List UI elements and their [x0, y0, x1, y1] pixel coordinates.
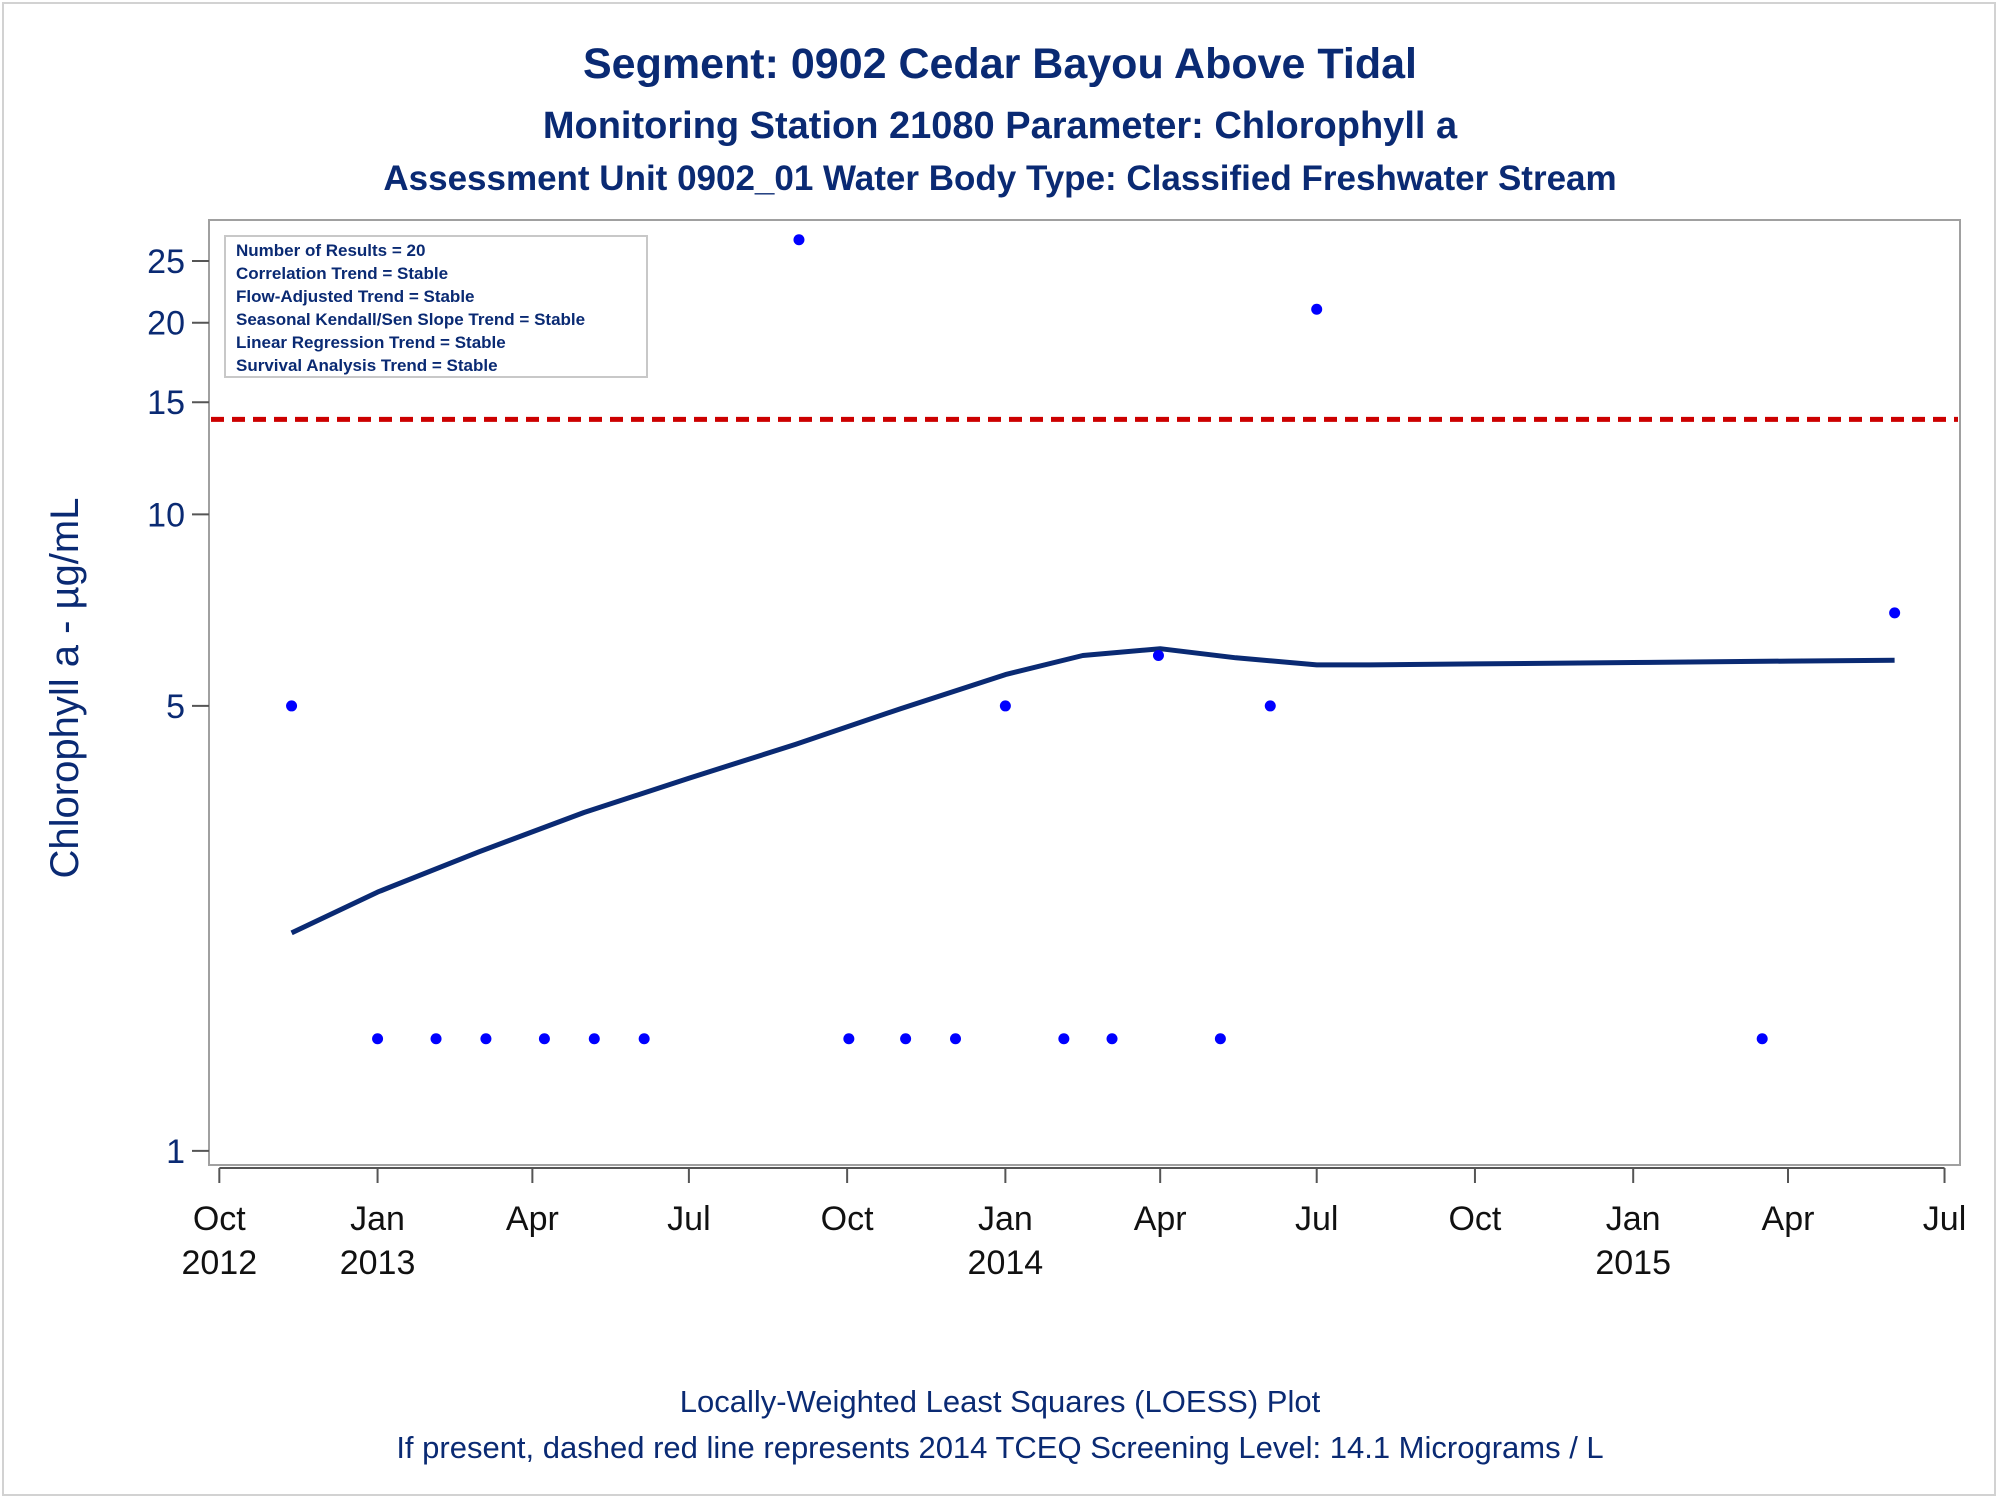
data-point: [588, 1033, 600, 1045]
stats-seasonal-kendall-trend: Seasonal Kendall/Sen Slope Trend = Stabl…: [236, 310, 585, 329]
x-tick-year-label: 2013: [340, 1244, 416, 1282]
data-point: [999, 700, 1011, 712]
x-tick-month-label: Oct: [821, 1200, 874, 1238]
y-tick-label: 5: [166, 688, 185, 726]
stats-box-border: [224, 235, 648, 378]
chart-subtitle-2: Assessment Unit 0902_01 Water Body Type:…: [383, 159, 1616, 198]
data-point: [480, 1033, 492, 1045]
x-tick-year-label: 2015: [1595, 1244, 1671, 1282]
x-tick-month-label: Jul: [1923, 1200, 1966, 1238]
loess-line: [290, 646, 1895, 936]
data-point: [900, 1033, 912, 1045]
x-tick-month-label: Oct: [1448, 1200, 1501, 1238]
x-tick-month-label: Apr: [1134, 1200, 1187, 1238]
data-point: [1264, 700, 1276, 712]
x-tick-month-label: Apr: [506, 1200, 559, 1238]
footnote-loess: Locally-Weighted Least Squares (LOESS) P…: [680, 1384, 1321, 1419]
data-point: [1106, 1033, 1118, 1045]
data-point: [1058, 1033, 1070, 1045]
data-point: [949, 1033, 961, 1045]
x-tick-month-label: Jan: [978, 1200, 1033, 1238]
plot-area: [208, 219, 1961, 1166]
data-point: [372, 1033, 384, 1045]
data-point: [430, 1033, 442, 1045]
x-tick-month-label: Jan: [350, 1200, 405, 1238]
x-tick-month-label: Jan: [1606, 1200, 1661, 1238]
data-point: [1889, 607, 1901, 619]
loess-curve: [290, 646, 1895, 936]
x-tick-month-label: Jul: [1295, 1200, 1338, 1238]
x-axis: Oct 2012 Jan 2013 Apr Jul Oct Jan 2014 Apr Jul Oct J…: [181, 1167, 1966, 1282]
data-point: [638, 1033, 650, 1045]
x-tick-year-label: 2012: [181, 1244, 257, 1282]
stats-flow-adjusted-trend: Flow-Adjusted Trend = Stable: [236, 287, 475, 306]
chart-title: Segment: 0902 Cedar Bayou Above Tidal: [583, 40, 1417, 88]
stats-number-of-results: Number of Results = 20: [236, 241, 425, 260]
x-tick-month-label: Jul: [667, 1200, 710, 1238]
y-tick-label: 25: [147, 243, 185, 281]
data-point: [843, 1033, 855, 1045]
y-tick-label: 1: [166, 1133, 185, 1171]
data-point: [1756, 1033, 1768, 1045]
y-axis-label: Chlorophyll a - µg/mL: [43, 498, 87, 879]
data-point: [1152, 650, 1164, 662]
data-point: [538, 1033, 550, 1045]
x-tick-month-label: Oct: [193, 1200, 246, 1238]
data-point: [286, 700, 298, 712]
stats-correlation-trend: Correlation Trend = Stable: [236, 264, 448, 283]
chart-subtitle: Monitoring Station 21080 Parameter: Chlo…: [543, 105, 1458, 147]
x-tick-month-label: Apr: [1762, 1200, 1815, 1238]
data-points: [286, 234, 1901, 1045]
y-tick-label: 10: [147, 496, 185, 534]
y-tick-label: 20: [147, 305, 185, 343]
data-point: [1214, 1033, 1226, 1045]
data-point: [1311, 303, 1323, 315]
footnote-screening-level: If present, dashed red line represents 2…: [396, 1430, 1603, 1465]
trend-stats-box: Number of Results = 20 Correlation Trend…: [224, 235, 648, 378]
data-point: [793, 234, 805, 246]
stats-linear-regression-trend: Linear Regression Trend = Stable: [236, 333, 506, 352]
stats-survival-analysis-trend: Survival Analysis Trend = Stable: [236, 356, 498, 375]
x-tick-year-label: 2014: [968, 1244, 1044, 1282]
y-tick-label: 15: [147, 384, 185, 422]
